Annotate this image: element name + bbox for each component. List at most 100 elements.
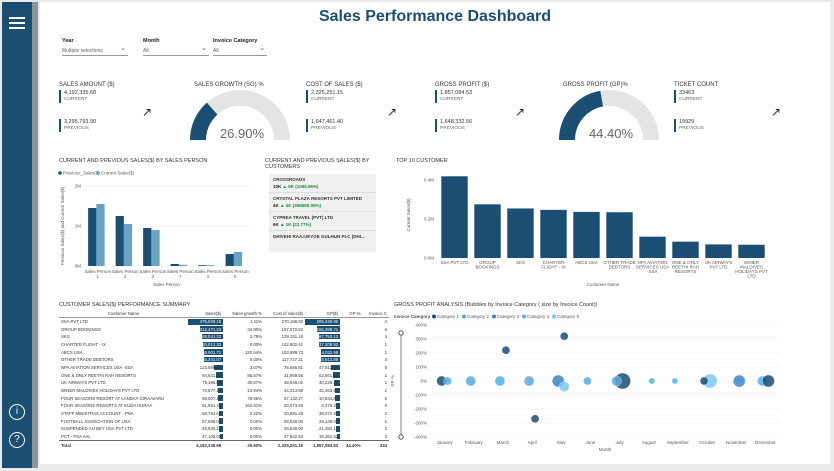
range-slider-handle[interactable] [398,434,404,440]
bar[interactable] [178,264,188,266]
bubble[interactable] [699,376,709,386]
bar[interactable] [96,204,105,266]
data-bar [334,380,341,386]
legend-swatch [96,171,100,175]
bar[interactable] [88,208,97,266]
table-row[interactable]: UK AIRWAYS PVT LTD 79,186.53 30.87% 48,948.… [59,379,389,387]
table-row[interactable]: FOOTBALL ASSOCIATION OF USA 57,696.00 0.00… [59,417,389,425]
bubble[interactable] [494,375,506,387]
table-cell: 1 [384,372,387,378]
bar[interactable] [225,254,234,266]
bar[interactable] [123,224,133,266]
invoice-category-dropdown[interactable]: All [213,44,267,56]
gross-profit-previous: 1,648,332.56 PREVIOUS [435,119,472,132]
info-icon[interactable]: i [9,404,25,420]
table-cell: 47,912.29 [305,364,341,372]
menu-icon[interactable] [9,17,25,29]
column-header[interactable]: GP($) [305,310,341,318]
bubble[interactable] [530,414,540,423]
table-row[interactable]: CHARTER FLIGHT - IX 280,012.33 0.00% 142,80… [59,341,389,349]
cell-value: 21,382.15 [319,426,339,432]
table-row[interactable]: PCT - PSA AAL 47,105.05 0.00% 27,842.53 19,2… [59,433,389,441]
table-cell: 3.07% [249,364,262,370]
bubble[interactable] [611,375,622,387]
bubble[interactable] [583,376,592,386]
sales-person-chart: Previous_Sales($) Current Sales($)2M1M0MS… [58,171,249,287]
bar[interactable] [738,244,765,258]
table-cell: 0.00% [249,341,262,347]
table-cell [340,318,362,326]
table-row[interactable]: ONE & ONLY REETHI RAH RESORTS 94,631.07 85… [59,371,389,379]
column-header[interactable]: Cost of sales($) [264,310,306,318]
bar[interactable] [206,265,215,266]
table-row[interactable]: NPA AVIATION SERVICES USA -SSA 123,598.93… [59,364,389,372]
bar[interactable] [540,209,567,258]
bar[interactable] [672,241,699,258]
column-header[interactable]: Invoice C [362,310,389,318]
data-bar [305,319,341,325]
invoice-category-filter[interactable]: Invoice Category All [213,38,267,56]
sales-amount-current: 4,192,335.68 CURRENT [59,90,96,103]
table-row[interactable]: FOUR SEASONS RESORTS AT KUDA HURAA 61,551… [59,402,389,410]
column-header[interactable]: Customer Name [59,310,189,318]
bar[interactable] [151,230,160,266]
bubble[interactable] [648,377,655,385]
bar[interactable] [507,208,534,258]
table-row[interactable]: SKS 288,041.22 2.79% 129,151.18 167,753.13 4 [59,333,389,341]
table-cell: 266,341.07 [188,356,224,364]
month-dropdown[interactable]: All [143,44,209,56]
bubble[interactable] [523,375,535,387]
cell-value: 123,598.93 [199,364,222,370]
bar[interactable] [441,176,468,258]
customers-card-list[interactable]: CROSSROADS 10K ▲ 9K (1066.95%) CRYSTAL PLA… [269,174,376,252]
table-row[interactable]: ABCS USA 268,001.71 120.64% 153,989.73 114,0… [59,348,389,356]
table-cell: 68,007.14 [188,394,224,402]
table-row[interactable]: GROUP BOOKINGS 312,471.23 34.90% 157,072.52… [59,325,389,333]
bar[interactable] [233,252,243,266]
year-filter[interactable]: Year Multiple selections [62,38,128,56]
data-bar [219,426,224,432]
table-cell: 0.00% [249,357,262,363]
customer-card-name: CYPREA TRAVEL (PVT) LTD [273,215,334,220]
table-cell [340,364,362,372]
bar[interactable] [573,211,600,258]
table-cell: 155,398.71 [305,325,341,333]
table-cell: 123,598.93 [188,364,224,372]
bar[interactable] [198,265,207,266]
bubble[interactable] [560,332,569,341]
bar[interactable] [115,216,124,266]
bubble[interactable] [501,346,511,355]
data-bar [219,433,224,440]
x-axis-title: Sales Person [153,282,180,287]
table-row[interactable]: STAFF MINISTRAS ACCOUNT - PNA 58,754.61 2.… [59,410,389,418]
table-row[interactable]: OTHER TRADE DEBTORS 266,341.07 0.00% 117,72… [59,356,389,364]
bubble[interactable] [559,381,570,392]
bubble[interactable] [443,376,452,386]
table-cell: 76,677.14 [188,387,224,395]
bar[interactable] [143,228,152,266]
bar[interactable] [170,264,179,266]
x-tick-label: 5 [234,274,237,279]
table-row[interactable]: WINER MALDIVES HOLIDAYS PVT LTD 76,677.14… [59,387,389,395]
bubble[interactable] [733,374,746,388]
bar[interactable] [705,244,732,258]
bar[interactable] [639,236,666,258]
column-header[interactable]: Sales growth % [223,310,264,318]
bubble[interactable] [762,374,775,388]
table-row[interactable]: FOUR SEASONS RESORT AT LANDAA GIRAAVARU 6… [59,394,389,402]
legend-label: Category 2 [467,314,490,319]
range-slider-handle[interactable] [398,330,404,336]
table-row[interactable]: SUSPENDED AIJ BEY USA PVT LTD 49,930.15 0.… [59,425,389,433]
bubble[interactable] [671,377,679,385]
column-header[interactable]: Sales($) [188,310,224,318]
bar[interactable] [474,204,501,258]
help-icon[interactable]: ? [9,432,25,448]
column-header[interactable]: GP % [340,310,363,318]
bubble[interactable] [465,375,476,387]
table-row[interactable]: SSA PVT LTD 475,028.15 1.11% 270,198.82 205,… [59,318,389,326]
month-filter[interactable]: Month All [143,38,209,56]
table-cell: 117,727.21 [281,357,304,363]
bar[interactable] [606,212,633,258]
legend-label: Category 4 [527,314,550,319]
year-dropdown[interactable]: Multiple selections [62,44,128,56]
